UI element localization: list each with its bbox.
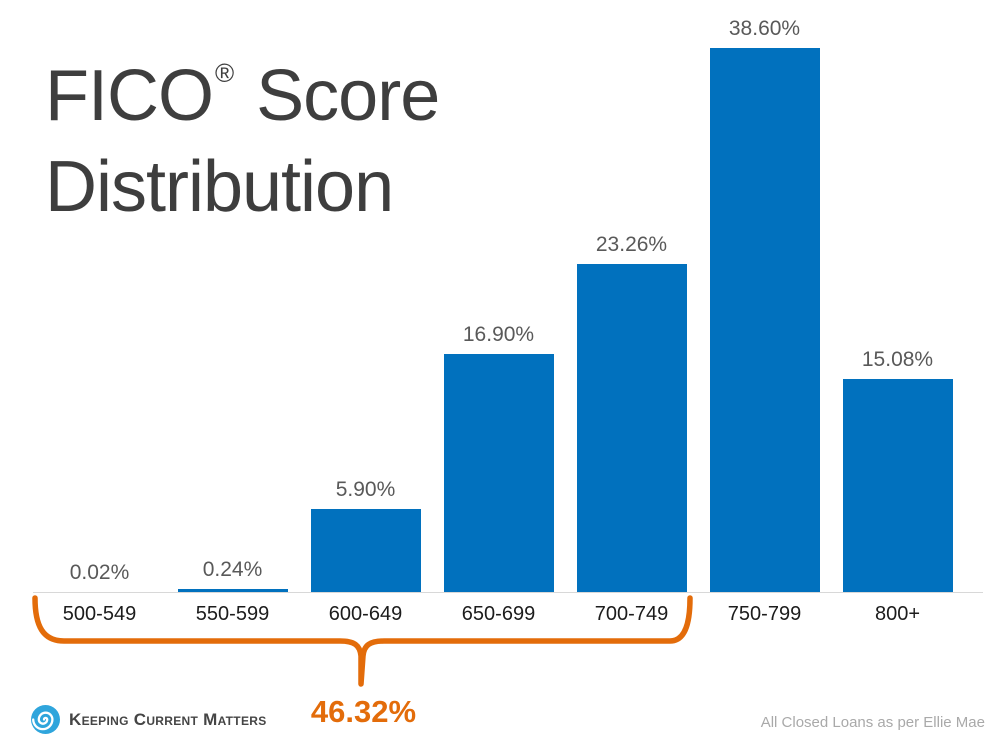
- category-label: 750-799: [727, 603, 802, 625]
- chart-title: FICO® Score Distribution: [45, 28, 440, 233]
- bar: [576, 264, 687, 592]
- bar-column-550-599: 0.24%: [166, 0, 299, 592]
- bar: [443, 353, 554, 592]
- bar-column-650-699: 16.90%: [432, 0, 565, 592]
- bar: [842, 379, 953, 592]
- kcm-swirl-icon: [31, 705, 60, 734]
- bar: [709, 48, 820, 592]
- category-label: 800+: [874, 603, 921, 625]
- bar-column-700-749: 23.26%: [565, 0, 698, 592]
- chart-title-line1: FICO® Score: [45, 56, 440, 136]
- value-label: 0.02%: [69, 561, 130, 584]
- value-label: 0.24%: [202, 557, 263, 581]
- source-note: All Closed Loans as per Ellie Mae: [760, 714, 985, 731]
- category-label: 650-699: [461, 603, 536, 625]
- bar-column-500-549: 0.02%: [33, 0, 166, 592]
- x-axis-category-labels: 500-549 550-599 600-649 650-699 700-749 750-7…: [33, 603, 964, 626]
- registered-trademark-symbol: ®: [214, 58, 234, 88]
- x-axis-line: [33, 592, 983, 593]
- category-label: 700-749: [594, 603, 669, 625]
- brace-annotation-value: 46.32%: [310, 694, 417, 729]
- value-label: 23.26%: [595, 233, 668, 257]
- kcm-logo-text: Keeping Current Matters: [69, 709, 267, 729]
- value-label: 5.90%: [335, 477, 396, 501]
- bar: [177, 588, 288, 592]
- bar: [310, 508, 421, 592]
- group-brace: [32, 595, 693, 687]
- bar-column-800+: 15.08%: [831, 0, 964, 592]
- value-label: 15.08%: [861, 348, 934, 372]
- brace-path: [32, 595, 693, 687]
- category-label: 600-649: [328, 603, 403, 625]
- bar-column-600-649: 5.90%: [299, 0, 432, 592]
- kcm-logo: Keeping Current Matters: [30, 704, 267, 735]
- value-label: 16.90%: [462, 322, 535, 346]
- value-label: 38.60%: [728, 17, 801, 40]
- bar-chart-plot-area: 0.02% 0.24% 5.90% 16.90% 23.26% 38.60% 15.08%: [33, 0, 964, 592]
- category-label: 550-599: [195, 603, 270, 625]
- category-label: 500-549: [62, 603, 137, 625]
- chart-title-line2: Distribution: [45, 147, 394, 227]
- bar-column-750-799: 38.60%: [698, 0, 831, 592]
